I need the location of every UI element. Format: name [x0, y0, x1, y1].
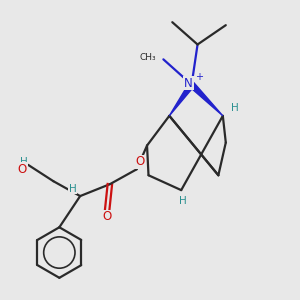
- Text: CH₃: CH₃: [139, 53, 156, 62]
- Text: H: H: [20, 157, 28, 167]
- Text: H: H: [69, 184, 76, 194]
- Text: O: O: [102, 210, 112, 224]
- Text: O: O: [18, 163, 27, 176]
- Text: N: N: [184, 76, 193, 90]
- Text: H: H: [179, 196, 187, 206]
- Text: O: O: [135, 155, 144, 168]
- Polygon shape: [169, 83, 194, 116]
- Text: +: +: [195, 72, 203, 82]
- Text: H: H: [231, 103, 239, 113]
- Polygon shape: [190, 82, 223, 116]
